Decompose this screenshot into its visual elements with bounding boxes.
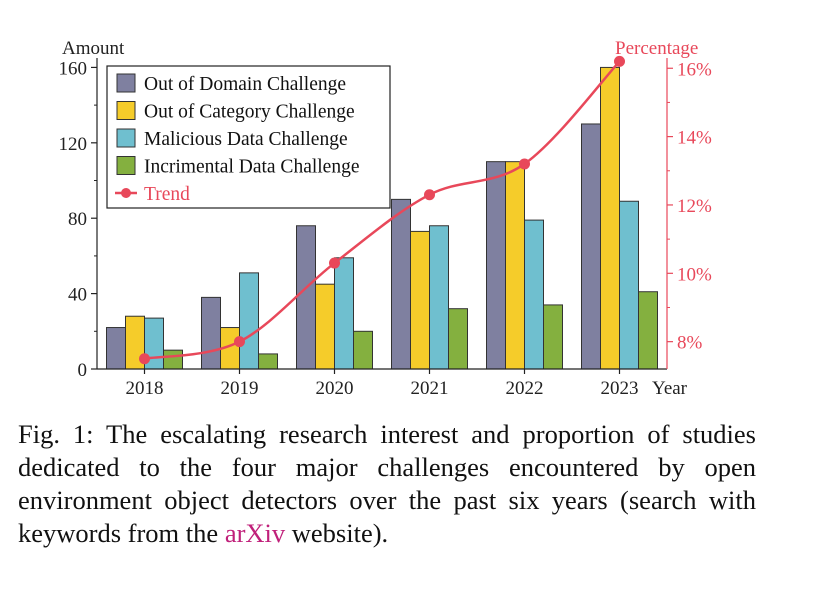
- bar-2021-series-4: [448, 308, 468, 370]
- x-axis-title: Year: [652, 378, 688, 399]
- bar-2021-series-2: [410, 230, 430, 370]
- bar-2022-series-4: [543, 304, 563, 370]
- y-tick-label: 160: [59, 58, 88, 79]
- legend: Out of Domain Challenge Out of Category C…: [106, 65, 391, 209]
- bar-2023-series-4: [638, 291, 658, 370]
- bar-2020-series-1: [296, 225, 316, 370]
- trend-point-2022: [519, 158, 530, 170]
- bar-2020-series-2: [315, 283, 335, 370]
- x-tick-label: 2020: [316, 378, 354, 399]
- figure-caption: Fig. 1: The escalating research interest…: [18, 418, 756, 550]
- legend-label-trend: Trend: [144, 184, 190, 205]
- bar-2018-series-1: [106, 327, 126, 370]
- bar-2019-series-1: [201, 296, 221, 370]
- bar-2022-series-3: [524, 219, 544, 370]
- y-tick-label: 0: [78, 360, 88, 381]
- legend-label-1: Out of Domain Challenge: [144, 74, 346, 95]
- y-tick-label: 40: [68, 285, 87, 306]
- y2-tick-label: 12%: [677, 196, 712, 217]
- legend-label-4: Incrimental Data Challenge: [144, 157, 360, 178]
- bar-2022-series-1: [486, 161, 506, 370]
- axes-layer: 0 40 80 120 160 8% 10% 12% 14% 16% 2018 2019 2020 202…: [59, 38, 713, 399]
- bar-2018-series-4: [163, 349, 183, 370]
- x-tick-label: 2022: [506, 378, 544, 399]
- y-tick-label: 80: [68, 209, 87, 230]
- bar-2020-series-4: [353, 330, 373, 370]
- x-tick-label: 2018: [126, 378, 164, 399]
- legend-label-2: Out of Category Challenge: [144, 102, 355, 123]
- bar-2019-series-4: [258, 353, 278, 370]
- legend-swatch-1: [116, 73, 136, 93]
- arxiv-link[interactable]: arXiv: [224, 518, 286, 548]
- trend-layer: [139, 55, 625, 365]
- y2-tick-label: 8%: [677, 333, 703, 354]
- chart: 0 40 80 120 160 8% 10% 12% 14% 16% 2018 2019 2020 202…: [59, 38, 713, 399]
- y-tick-label: 120: [59, 134, 88, 155]
- x-tick-label: 2023: [601, 378, 639, 399]
- y2-axis-title: Percentage: [615, 38, 698, 59]
- y2-tick-label: 10%: [677, 264, 712, 285]
- caption-text-after: website).: [285, 518, 389, 548]
- legend-box: [106, 65, 391, 209]
- x-tick-label: 2019: [221, 378, 259, 399]
- y2-tick-label: 16%: [677, 59, 712, 80]
- trend-point-2023: [614, 55, 625, 67]
- x-tick-label: 2021: [411, 378, 449, 399]
- trend-point-2018: [139, 353, 150, 365]
- bar-2023-series-2: [600, 66, 620, 370]
- bar-2022-series-2: [505, 161, 525, 370]
- y2-tick-label: 14%: [677, 128, 712, 149]
- trend-point-2021: [424, 189, 435, 201]
- caption-text-before: Fig. 1: The escalating research interest…: [18, 419, 756, 548]
- legend-label-3: Malicious Data Challenge: [144, 129, 348, 150]
- bar-2023-series-1: [581, 123, 601, 370]
- bar-2021-series-3: [429, 225, 449, 370]
- bar-2020-series-3: [334, 257, 354, 370]
- bar-2019-series-3: [239, 272, 259, 370]
- trend-point-2020: [329, 257, 340, 269]
- legend-trend-marker: [121, 188, 131, 198]
- trend-point-2019: [234, 336, 245, 348]
- legend-swatch-4: [116, 156, 136, 175]
- legend-swatch-3: [116, 128, 136, 148]
- bar-2023-series-3: [619, 200, 639, 370]
- bar-2021-series-1: [391, 198, 411, 370]
- y-axis-title: Amount: [62, 38, 125, 59]
- legend-swatch-2: [116, 101, 136, 120]
